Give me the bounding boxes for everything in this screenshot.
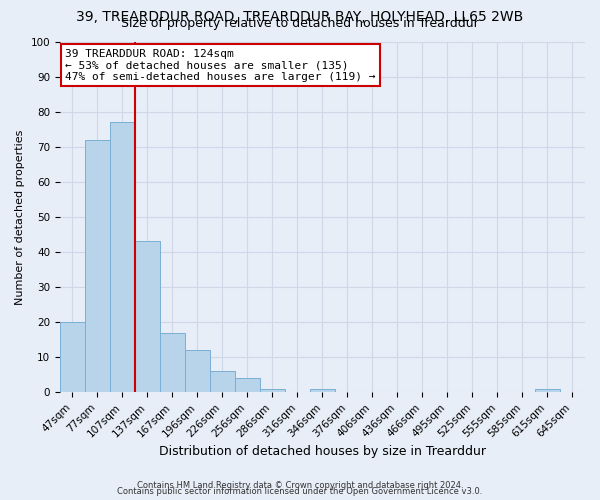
X-axis label: Distribution of detached houses by size in Trearddur: Distribution of detached houses by size …: [159, 444, 486, 458]
Bar: [85, 140, 110, 392]
Text: Size of property relative to detached houses in Trearddur: Size of property relative to detached ho…: [121, 18, 479, 30]
Bar: [135, 242, 160, 392]
Bar: [235, 378, 260, 392]
Text: Contains public sector information licensed under the Open Government Licence v3: Contains public sector information licen…: [118, 487, 482, 496]
Text: Contains HM Land Registry data © Crown copyright and database right 2024.: Contains HM Land Registry data © Crown c…: [137, 481, 463, 490]
Bar: [110, 122, 135, 392]
Bar: [160, 332, 185, 392]
Y-axis label: Number of detached properties: Number of detached properties: [15, 129, 25, 304]
Bar: [185, 350, 210, 393]
Bar: [310, 389, 335, 392]
Bar: [60, 322, 85, 392]
Bar: [535, 389, 560, 392]
Bar: [210, 372, 235, 392]
Text: 39 TREARDDUR ROAD: 124sqm
← 53% of detached houses are smaller (135)
47% of semi: 39 TREARDDUR ROAD: 124sqm ← 53% of detac…: [65, 48, 376, 82]
Text: 39, TREARDDUR ROAD, TREARDDUR BAY, HOLYHEAD, LL65 2WB: 39, TREARDDUR ROAD, TREARDDUR BAY, HOLYH…: [76, 10, 524, 24]
Bar: [260, 389, 285, 392]
